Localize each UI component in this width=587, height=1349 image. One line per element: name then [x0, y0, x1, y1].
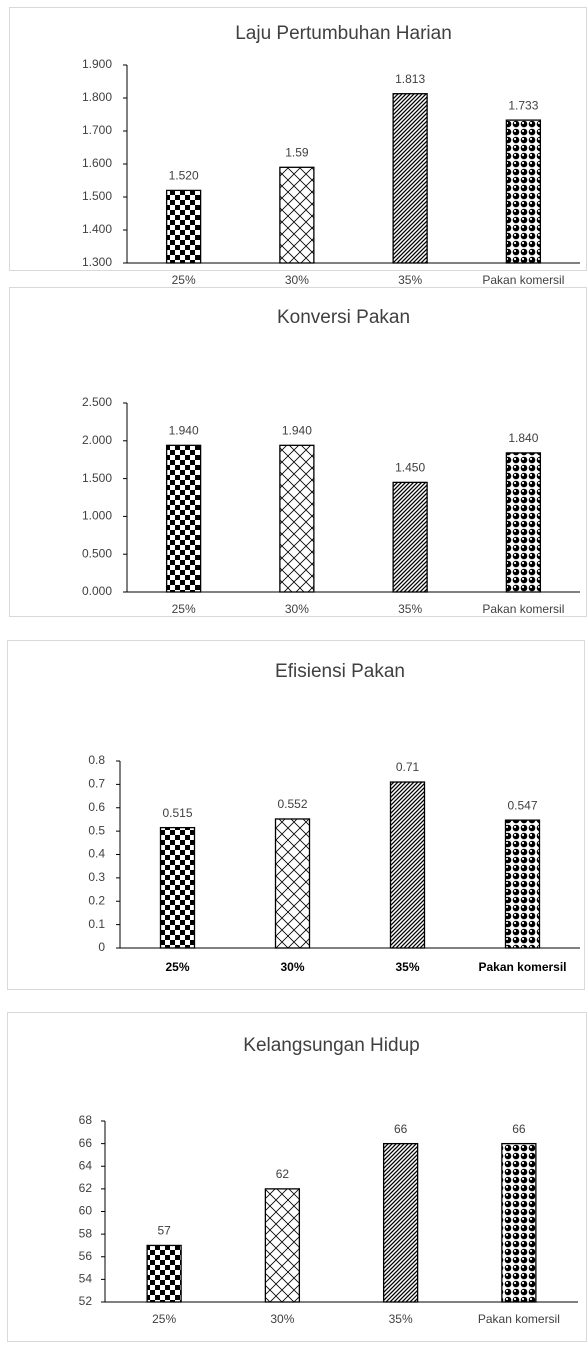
bar: [279, 166, 315, 264]
x-tick-label: 30%: [280, 960, 304, 974]
y-tick-label: 66: [79, 1136, 93, 1150]
chart-title: Laju Pertumbuhan Harian: [235, 23, 452, 44]
value-label: 0.552: [277, 797, 307, 811]
y-tick-label: 0.2: [88, 893, 105, 907]
chart-title: Kelangsungan Hidup: [243, 1035, 419, 1056]
value-label: 0.71: [396, 760, 420, 774]
y-tick-label: 0.500: [82, 546, 112, 560]
chart-title: Efisiensi Pakan: [275, 661, 405, 682]
bar: [264, 1188, 301, 1303]
y-tick-label: 1.000: [82, 509, 112, 523]
bar: [389, 781, 426, 949]
bar: [165, 189, 202, 264]
value-label: 66: [512, 1122, 526, 1136]
value-label: 1.59: [285, 145, 309, 159]
y-tick-label: 54: [79, 1272, 93, 1286]
x-tick-label: 30%: [285, 602, 309, 616]
y-tick-label: 64: [79, 1158, 93, 1172]
x-tick-label: 30%: [270, 1312, 294, 1326]
y-tick-label: 1.600: [82, 156, 112, 170]
y-tick-label: 62: [79, 1181, 93, 1195]
y-tick-label: 1.800: [82, 90, 112, 104]
bar: [504, 819, 541, 949]
x-tick-label: Pakan komersil: [478, 960, 566, 974]
bar: [392, 93, 428, 264]
y-tick-label: 56: [79, 1249, 93, 1263]
x-tick-label: 35%: [398, 602, 422, 616]
y-tick-label: 60: [79, 1204, 93, 1218]
bar: [505, 119, 542, 264]
x-tick-label: 25%: [165, 960, 189, 974]
y-tick-label: 0.3: [88, 870, 105, 884]
value-label: 1.520: [169, 169, 199, 183]
value-label: 57: [157, 1224, 171, 1238]
y-tick-label: 1.500: [82, 471, 112, 485]
y-tick-label: 52: [79, 1294, 93, 1308]
bar: [382, 1142, 419, 1303]
y-tick-label: 0.5: [88, 823, 105, 837]
bar: [501, 1142, 537, 1303]
bar: [279, 444, 315, 593]
x-tick-label: Pakan komersil: [478, 1312, 560, 1326]
y-tick-label: 1.400: [82, 222, 112, 236]
y-tick-label: 1.300: [82, 255, 112, 269]
y-tick-label: 0.000: [82, 584, 112, 598]
y-tick-label: 1.900: [82, 57, 112, 71]
y-tick-label: 1.700: [82, 123, 112, 137]
x-tick-label: 25%: [172, 273, 196, 287]
y-tick-label: 2.500: [82, 395, 112, 409]
value-label: 1.940: [282, 424, 312, 438]
y-tick-label: 0.6: [88, 800, 105, 814]
y-tick-label: 0.7: [88, 777, 105, 791]
value-label: 1.733: [508, 98, 538, 112]
x-tick-label: Pakan komersil: [482, 602, 564, 616]
value-label: 1.940: [169, 424, 199, 438]
y-tick-label: 2.000: [82, 433, 112, 447]
value-label: 62: [276, 1167, 290, 1181]
value-label: 66: [394, 1122, 408, 1136]
y-tick-label: 58: [79, 1226, 93, 1240]
y-tick-label: 0: [98, 940, 105, 954]
bar: [146, 1244, 182, 1303]
x-tick-label: 25%: [152, 1312, 176, 1326]
chart-title: Konversi Pakan: [277, 307, 410, 328]
x-tick-label: Pakan komersil: [482, 273, 564, 287]
y-tick-label: 68: [79, 1113, 93, 1127]
y-tick-label: 0.4: [88, 847, 105, 861]
bar: [392, 481, 428, 593]
value-label: 1.450: [395, 461, 425, 475]
x-tick-label: 35%: [389, 1312, 413, 1326]
bar: [274, 818, 311, 949]
value-label: 0.547: [507, 798, 537, 812]
value-label: 1.840: [508, 431, 538, 445]
y-tick-label: 1.500: [82, 189, 112, 203]
x-tick-label: 30%: [285, 273, 309, 287]
value-label: 0.515: [162, 806, 192, 820]
x-tick-label: 25%: [172, 602, 196, 616]
value-label: 1.813: [395, 72, 425, 86]
x-tick-label: 35%: [395, 960, 419, 974]
y-tick-label: 0.1: [88, 917, 105, 931]
y-tick-label: 0.8: [88, 753, 105, 767]
bar: [505, 452, 542, 593]
bar: [159, 826, 196, 949]
bar: [165, 444, 202, 593]
x-tick-label: 35%: [398, 273, 422, 287]
